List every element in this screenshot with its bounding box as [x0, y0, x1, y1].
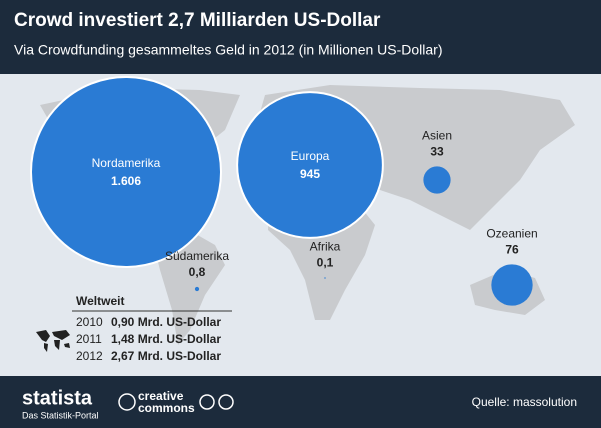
value-label: 0,1: [317, 255, 334, 269]
cc-icon: [118, 393, 136, 411]
value-label: 33: [430, 145, 444, 159]
header: [0, 0, 601, 74]
table-value: 0,90 Mrd. US-Dollar: [111, 315, 221, 329]
table-year: 2011: [76, 332, 102, 346]
table: 2010 0,90 Mrd. US-Dollar 2011 1,48 Mrd. US-…: [76, 315, 221, 363]
table-year: 2010: [76, 315, 103, 329]
bubble: [236, 91, 384, 239]
bubble-label: Europa: [291, 149, 330, 163]
source: Quelle: massolution: [472, 395, 577, 409]
license-line-1: creative: [138, 389, 184, 403]
table-value: 2,67 Mrd. US-Dollar: [111, 349, 221, 363]
value-label: 1.606: [111, 174, 141, 188]
value-label: 945: [300, 167, 320, 181]
nd-icon: [218, 394, 234, 410]
bubble: [423, 166, 451, 194]
bubble-label: Asien: [422, 129, 452, 143]
table-year: 2012: [76, 349, 103, 363]
bubble-label: Afrika: [310, 239, 341, 253]
subtitle: Via Crowdfunding gesammeltes Geld in 201…: [14, 42, 443, 58]
bubble: [194, 286, 200, 292]
license-line-2: commons: [138, 401, 195, 415]
tagline: Das Statistik-Portal: [22, 410, 99, 420]
brand: statista: [22, 387, 93, 409]
bubble: [30, 76, 222, 268]
value-label: 76: [505, 243, 519, 257]
bubble-label: Ozeanien: [486, 227, 537, 241]
by-icon: [199, 394, 215, 410]
bubble-label: Südamerika: [165, 249, 229, 263]
title: Crowd investiert 2,7 Milliarden US-Dolla…: [14, 10, 381, 31]
bubble: [324, 277, 326, 279]
table-title: Weltweit: [76, 294, 124, 308]
bubbles: Nordamerika 1.606 Europa 945 Südamerika 0,8 Af…: [30, 76, 538, 306]
table-value: 1,48 Mrd. US-Dollar: [111, 332, 221, 346]
bubble: [491, 264, 533, 306]
bubble-label: Nordamerika: [92, 156, 161, 170]
world-icon: [36, 330, 70, 352]
value-label: 0,8: [189, 265, 206, 279]
footer: [0, 376, 601, 428]
